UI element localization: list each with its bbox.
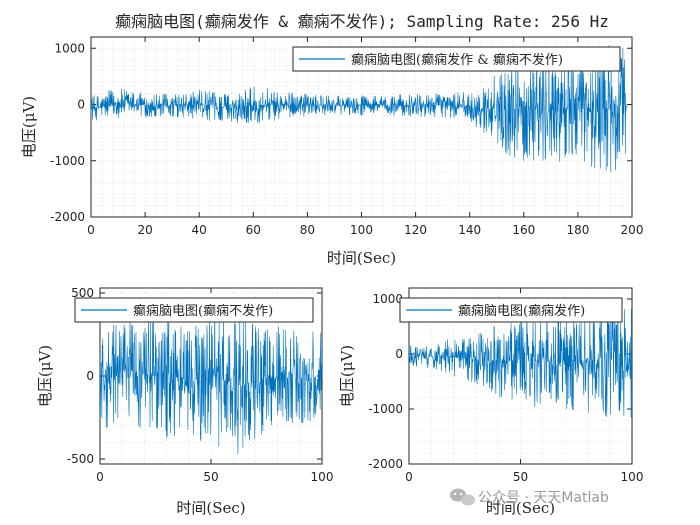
x-tick-label: 100 [350,223,373,237]
series-line [409,302,632,418]
chart-combined: 0 20 40 60 80 100 120 140 160 180 200 -2000 -1000 0 10… [20,36,644,267]
y-tick-label: 1000 [372,292,403,306]
legend-label: 癫痫脑电图(癫痫发作) [458,303,585,319]
x-tick-label: 60 [246,223,261,237]
y-tick-label: 1000 [54,41,85,55]
y-tick-label: 0 [77,98,85,112]
x-tick-label: 180 [566,223,589,237]
y-axis-label: 电压(μV) [20,96,38,158]
legend-box [292,46,621,72]
x-tick-label: 100 [621,470,644,484]
x-tick-label: 200 [621,223,644,237]
y-tick-label: 0 [86,369,94,383]
x-tick-label: 0 [96,470,104,484]
y-tick-label: 500 [71,286,94,300]
figure-title: 癫痫脑电图(癫痫发作 & 癫痫不发作); Sampling Rate: 256 … [115,12,609,31]
y-tick-label: -2000 [368,457,403,471]
x-axis-label: 时间(Sec) [176,499,245,517]
x-tick-label: 50 [513,470,528,484]
series-line [91,45,627,173]
chart-seizure: 0 50 100 -2000 -1000 0 1000 癫痫脑电图(癫痫发作) 时间(Sec) 电… [338,287,644,517]
y-tick-label: -500 [67,452,94,466]
legend-label: 癫痫脑电图(癫痫不发作) [133,303,273,319]
x-tick-label: 120 [404,223,427,237]
x-tick-label: 40 [192,223,207,237]
x-tick-label: 140 [458,223,481,237]
x-tick-label: 20 [137,223,152,237]
x-axis-label: 时间(Sec) [327,249,396,267]
y-tick-label: -1000 [50,154,85,168]
x-tick-label: 50 [203,470,218,484]
x-tick-label: 0 [405,470,413,484]
y-tick-label: -1000 [368,402,403,416]
y-tick-label: -2000 [50,210,85,224]
x-tick-label: 160 [512,223,535,237]
x-tick-label: 100 [311,470,334,484]
x-tick-label: 0 [87,223,95,237]
y-axis-label: 电压(μV) [36,345,54,407]
y-tick-label: 0 [395,347,403,361]
series-line [100,306,322,455]
y-axis-label: 电压(μV) [338,345,356,407]
watermark-text: 公众号 · 天天Matlab [478,490,609,506]
watermark: 公众号 · 天天Matlab [450,488,609,506]
x-axis-label: 时间(Sec) [486,499,555,517]
x-tick-label: 80 [300,223,315,237]
wechat-icon [450,488,475,506]
legend-label: 癫痫脑电图(癫痫发作 & 癫痫不发作) [351,52,563,68]
